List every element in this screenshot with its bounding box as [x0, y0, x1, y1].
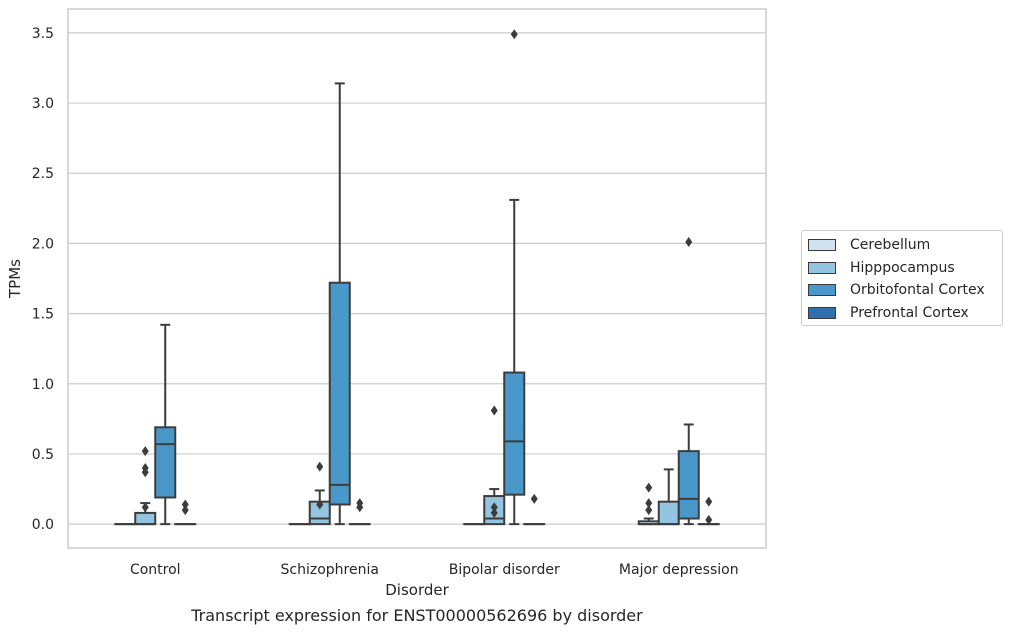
legend-swatch — [808, 306, 836, 319]
legend-label: Cerebellum — [850, 237, 931, 253]
box-body — [677, 450, 700, 520]
x-tick-label: Major depression — [619, 562, 739, 578]
outlier-point — [181, 499, 189, 510]
box-orbitofontal-cortex — [328, 82, 351, 526]
legend: Cerebellum Hipppocampus Orbitofontal Corte… — [801, 230, 1003, 326]
legend-item: Cerebellum — [808, 235, 930, 255]
outlier-point — [141, 462, 149, 473]
outlier-point — [490, 405, 498, 416]
legend-swatch — [808, 284, 836, 296]
y-tick-label: 0.0 — [32, 517, 54, 533]
outlier-point — [490, 502, 498, 513]
outlier-point — [645, 482, 653, 493]
legend-label: Prefrontal Cortex — [850, 304, 969, 321]
legend-item: Prefrontal Cortex — [808, 303, 969, 323]
y-tick-labels: 0.0 0.5 1.0 1.5 2.0 2.5 3.0 3.5 — [32, 26, 54, 533]
outlier-point — [141, 502, 149, 513]
outlier-point — [705, 496, 713, 507]
legend-swatch — [808, 239, 836, 251]
box-body — [134, 511, 157, 526]
box-body — [328, 281, 351, 506]
outlier-point — [181, 505, 189, 516]
x-tick-label: Bipolar disorder — [449, 562, 560, 578]
outlier-point — [645, 505, 653, 516]
legend-swatch — [808, 261, 836, 274]
box-cerebellum — [637, 482, 660, 526]
plot-frame — [67, 8, 767, 549]
outlier-point — [685, 237, 693, 248]
y-tick-label: 2.5 — [32, 166, 54, 182]
box-prefrontal-cortex — [348, 498, 371, 526]
y-tick-label: 3.5 — [32, 26, 54, 42]
box-prefrontal-cortex — [523, 493, 546, 526]
x-tick-labels: Control Schizophrenia Bipolar disorder Majo… — [130, 562, 739, 578]
y-tick-label: 2.0 — [32, 236, 54, 252]
legend-item: Orbitofontal Cortex — [808, 280, 985, 300]
box-hipppocampus — [483, 405, 506, 526]
y-tick-label: 1.5 — [32, 307, 54, 323]
outlier-point — [530, 493, 538, 504]
y-tick-label: 0.5 — [32, 447, 54, 463]
figure-caption: Transcript expression for ENST0000056269… — [191, 606, 643, 625]
box-hipppocampus — [308, 461, 331, 526]
box-marks — [114, 29, 720, 526]
outlier-point — [316, 461, 324, 472]
box-orbitofontal-cortex — [503, 29, 526, 526]
box-prefrontal-cortex — [174, 499, 197, 526]
outlier-point — [316, 499, 324, 510]
outlier-point — [490, 507, 498, 518]
legend-item: Hipppocampus — [808, 258, 955, 278]
box-body — [503, 371, 526, 496]
legend-label: Orbitofontal Cortex — [850, 282, 985, 298]
box-prefrontal-cortex — [697, 496, 720, 526]
x-axis-label: Disorder — [385, 581, 449, 599]
grid-lines — [68, 32, 766, 525]
box-body — [154, 426, 177, 499]
outlier-point — [705, 514, 713, 525]
outlier-point — [645, 498, 653, 509]
outlier-point — [141, 446, 149, 457]
box-orbitofontal-cortex — [154, 323, 177, 526]
y-tick-label: 1.0 — [32, 377, 54, 393]
box-body — [657, 500, 680, 526]
legend-label: Hipppocampus — [850, 259, 955, 276]
x-tick-label: Control — [130, 562, 181, 578]
box-orbitofontal-cortex — [677, 237, 700, 526]
y-tick-label: 3.0 — [32, 96, 54, 112]
outlier-point — [510, 29, 518, 40]
box-hipppocampus — [657, 468, 680, 526]
y-axis-label: TPMs — [6, 259, 24, 299]
x-tick-label: Schizophrenia — [281, 562, 379, 578]
outlier-point — [356, 498, 364, 509]
box-hipppocampus — [134, 446, 157, 526]
